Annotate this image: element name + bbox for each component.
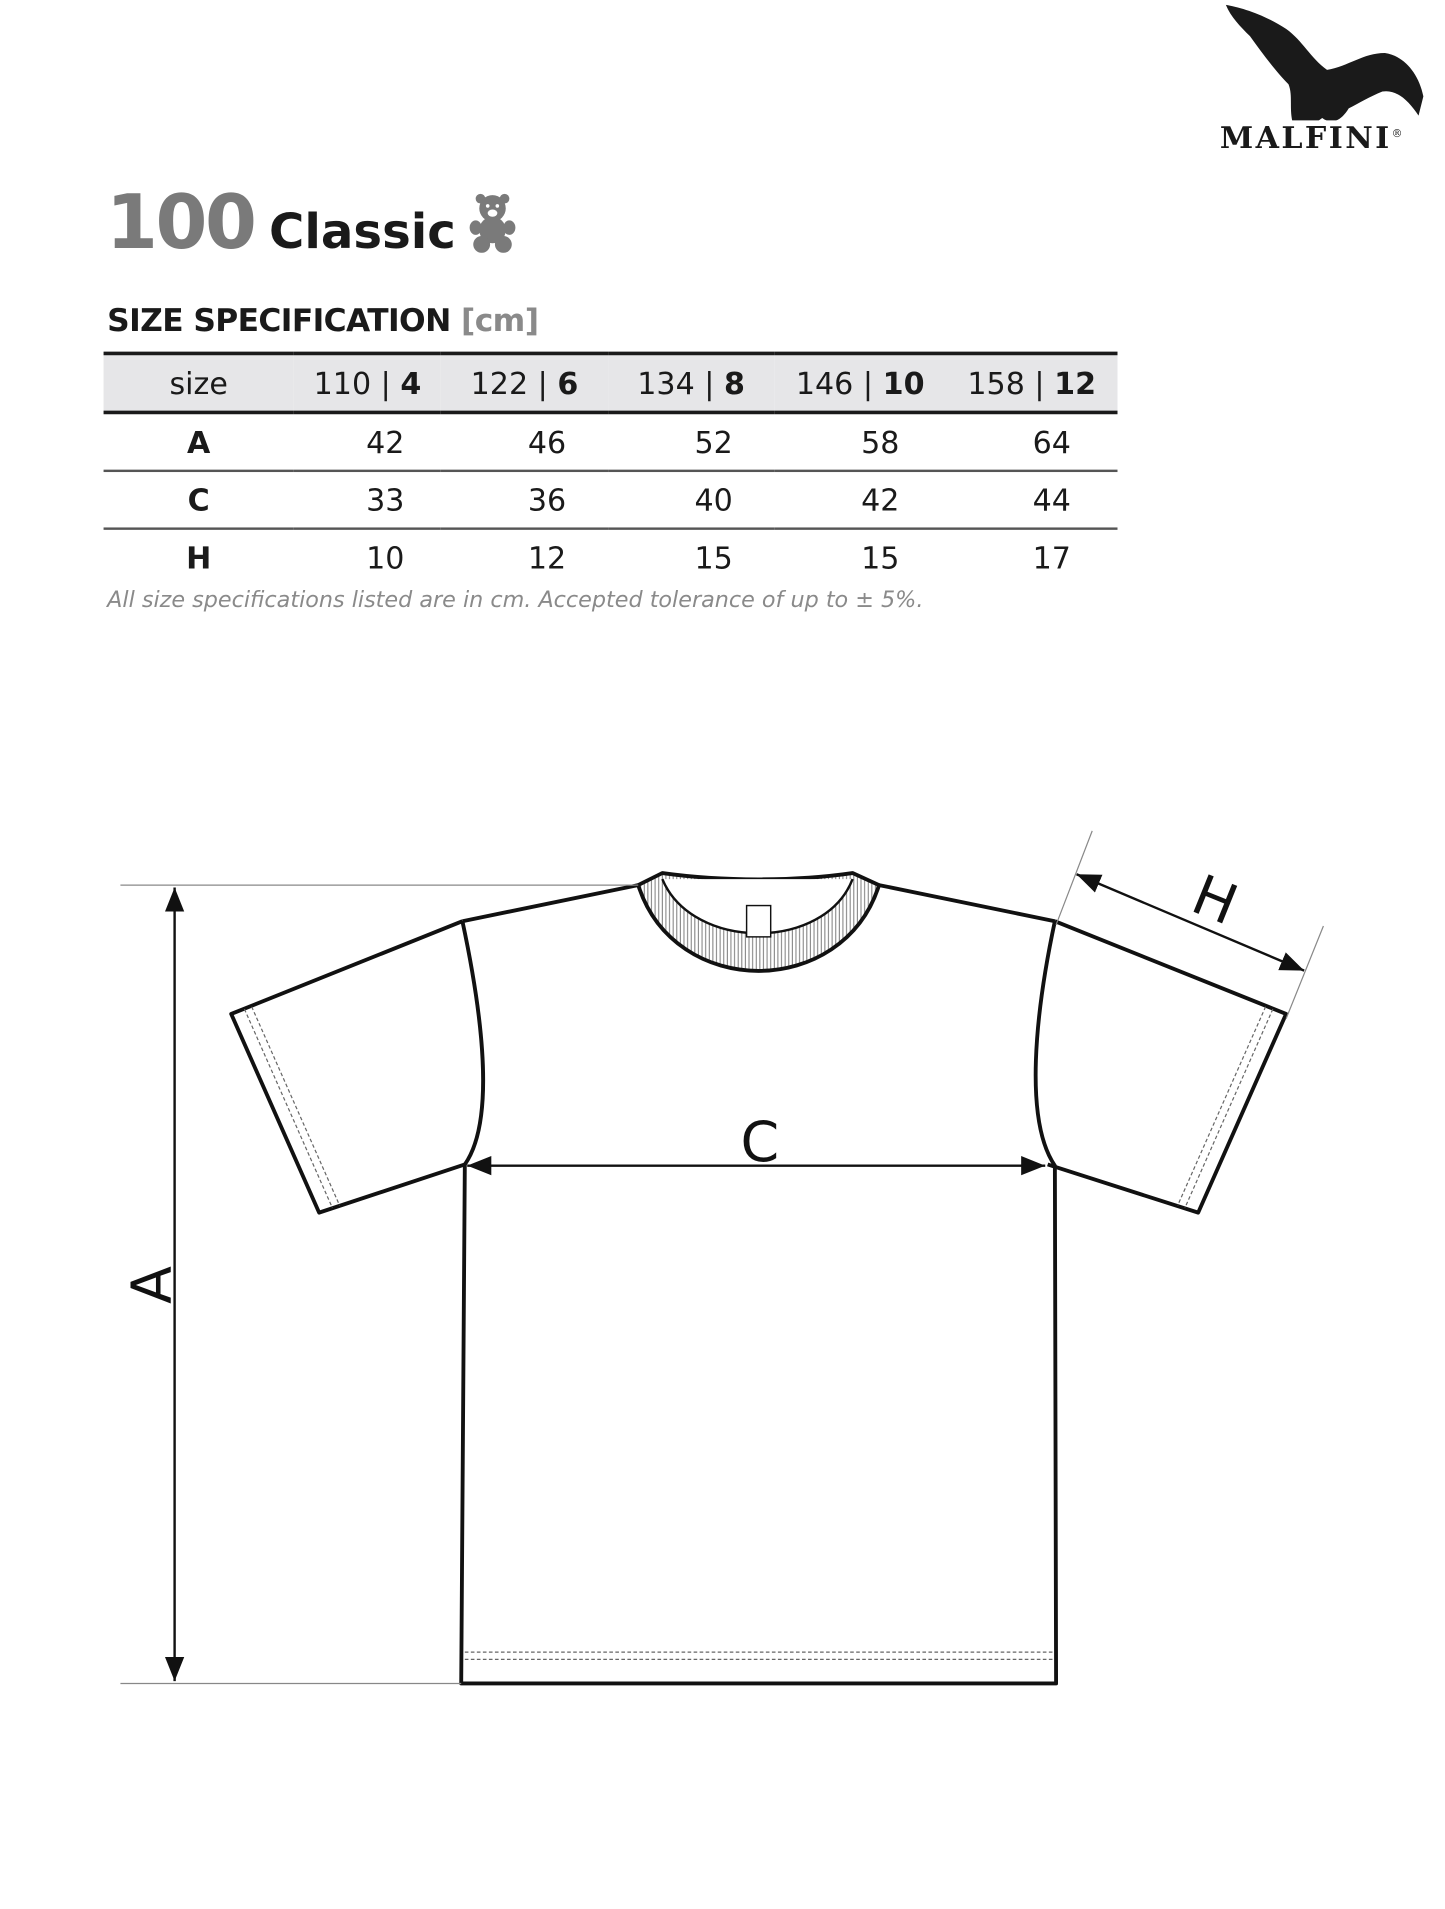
column-header: 146 | 10 bbox=[774, 351, 946, 415]
dimension-lines bbox=[164, 873, 1305, 1682]
heading-unit: [cm] bbox=[461, 303, 539, 340]
label-c: C bbox=[741, 1111, 780, 1175]
table-cell: 42 bbox=[774, 470, 946, 530]
dimension-h bbox=[1076, 873, 1305, 972]
extension-lines bbox=[120, 830, 1324, 1685]
table-cell: 10 bbox=[366, 540, 405, 576]
table-cell: 40 bbox=[607, 470, 775, 530]
tshirt-outline bbox=[229, 871, 1289, 1686]
table-cell: 36 bbox=[441, 470, 608, 530]
column-header: 122 | 6 bbox=[441, 351, 608, 415]
table-cell: 42 bbox=[293, 412, 442, 473]
column-header-size: size bbox=[103, 351, 294, 415]
registered-mark: ® bbox=[1391, 128, 1405, 141]
column-header: 158 | 12 bbox=[945, 351, 1118, 415]
column-header: 110 | 4 bbox=[293, 351, 442, 415]
row-label: H bbox=[186, 540, 212, 576]
table-cell: 12 bbox=[527, 540, 567, 576]
row-label: C bbox=[103, 470, 294, 530]
label-h: H bbox=[1183, 863, 1246, 938]
table-cell: 33 bbox=[293, 470, 442, 530]
brand-name: MALFINI® bbox=[1220, 120, 1405, 155]
product-name: Classic bbox=[269, 204, 456, 261]
eagle-icon bbox=[1225, 4, 1424, 128]
neck-label bbox=[745, 904, 772, 938]
table-cell: 15 bbox=[694, 540, 733, 576]
malfini-logo: MALFINI® bbox=[1216, 0, 1433, 163]
brand-text: MALFINI bbox=[1219, 120, 1392, 156]
table-cell: 17 bbox=[1032, 540, 1071, 576]
table-row: A 42 46 52 58 64 bbox=[103, 412, 1118, 473]
table-row: C 33 36 40 42 44 bbox=[103, 470, 1118, 530]
table-cell: 58 bbox=[774, 412, 946, 473]
label-a: A bbox=[121, 1266, 185, 1304]
heading-text: SIZE SPECIFICATION bbox=[107, 303, 451, 340]
product-number: 100 bbox=[105, 178, 257, 267]
section-heading: SIZE SPECIFICATION [cm] bbox=[107, 303, 539, 340]
table-row: H 10 12 15 15 17 bbox=[104, 529, 1118, 586]
teddy-bear-icon bbox=[469, 193, 516, 253]
table-cell: 44 bbox=[945, 470, 1118, 530]
product-title: 100 Classic bbox=[106, 178, 456, 266]
table-header-row: size 110 | 4 122 | 6 134 | 8 146 | 10 15… bbox=[103, 351, 1118, 415]
footnote: All size specifications listed are in cm… bbox=[107, 587, 924, 613]
table-cell: 52 bbox=[607, 412, 775, 473]
column-header: 134 | 8 bbox=[607, 351, 775, 415]
stitch-lines bbox=[243, 1006, 1274, 1660]
table-cell: 64 bbox=[945, 412, 1118, 473]
size-table: size 110 | 4 122 | 6 134 | 8 146 | 10 15… bbox=[103, 351, 1118, 586]
row-label: A bbox=[103, 412, 294, 473]
table-cell: 15 bbox=[861, 540, 900, 576]
table-cell: 46 bbox=[441, 412, 608, 473]
